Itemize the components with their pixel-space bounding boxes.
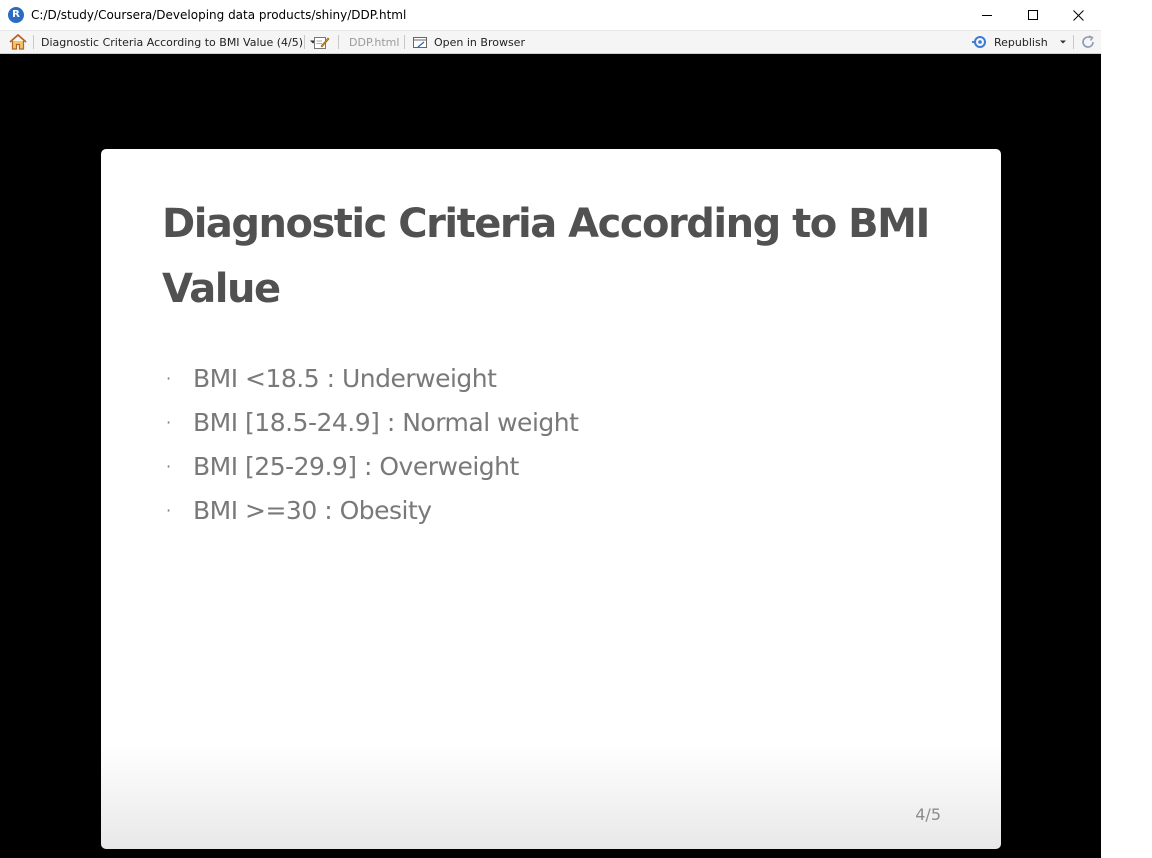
republish-button[interactable]: Republish [972,31,1067,53]
window-title: C:/D/study/Coursera/Developing data prod… [31,8,407,22]
viewer-toolbar: Diagnostic Criteria According to BMI Val… [0,31,1101,54]
minimize-icon [982,15,992,16]
list-item: · BMI <18.5 : Underweight [162,357,578,401]
minimize-button[interactable] [964,0,1010,30]
r-app-icon: R [8,7,24,23]
list-item: · BMI >=30 : Obesity [162,489,578,533]
bullet-icon: · [166,501,171,520]
slide-selector-label: Diagnostic Criteria According to BMI Val… [41,35,304,49]
close-icon [1072,9,1084,21]
slide-selector-dropdown[interactable]: Diagnostic Criteria According to BMI Val… [41,31,317,53]
list-item-text: BMI [18.5-24.9] : Normal weight [193,408,579,437]
slide-title: Diagnostic Criteria According to BMI Val… [162,201,930,312]
toolbar-separator [1073,35,1074,49]
slide-bullet-list: · BMI <18.5 : Underweight · BMI [18.5-24… [162,357,579,533]
toolbar-separator [304,35,305,49]
close-button[interactable] [1055,0,1101,30]
open-in-browser-button[interactable]: Open in Browser [412,31,525,53]
refresh-button[interactable] [1080,31,1096,53]
chevron-down-icon [1059,40,1066,44]
title-bar: R C:/D/study/Coursera/Developing data pr… [0,0,1101,31]
edit-button[interactable] [313,31,330,53]
toolbar-separator [33,35,34,49]
toolbar-separator [404,35,405,49]
home-button[interactable] [9,31,27,53]
slide: Diagnostic Criteria According to BMI Val… [101,149,1001,849]
refresh-icon [1082,35,1094,48]
publish-icon [972,36,986,48]
presentation-viewer: Diagnostic Criteria According to BMI Val… [0,54,1101,858]
maximize-icon [1028,10,1038,20]
republish-label: Republish [994,35,1048,49]
file-name-text: DDP.html [349,35,400,49]
open-in-browser-label: Open in Browser [434,35,525,49]
list-item: · BMI [18.5-24.9] : Normal weight [162,401,579,445]
bullet-icon: · [166,457,171,476]
list-item-text: BMI >=30 : Obesity [193,496,432,525]
bullet-icon: · [166,413,171,432]
list-item-text: BMI [25-29.9] : Overweight [193,452,519,481]
list-item-text: BMI <18.5 : Underweight [193,364,497,393]
file-name-label: DDP.html [349,31,399,53]
maximize-button[interactable] [1010,0,1056,30]
list-item: · BMI [25-29.9] : Overweight [162,445,578,489]
toolbar-separator [338,35,339,49]
browser-icon [413,37,427,48]
edit-icon [314,36,330,49]
rstudio-viewer-window: R C:/D/study/Coursera/Developing data pr… [0,0,1101,858]
home-icon [9,34,27,50]
slide-page-number: 4/5 [915,805,941,824]
bullet-icon: · [166,369,171,388]
